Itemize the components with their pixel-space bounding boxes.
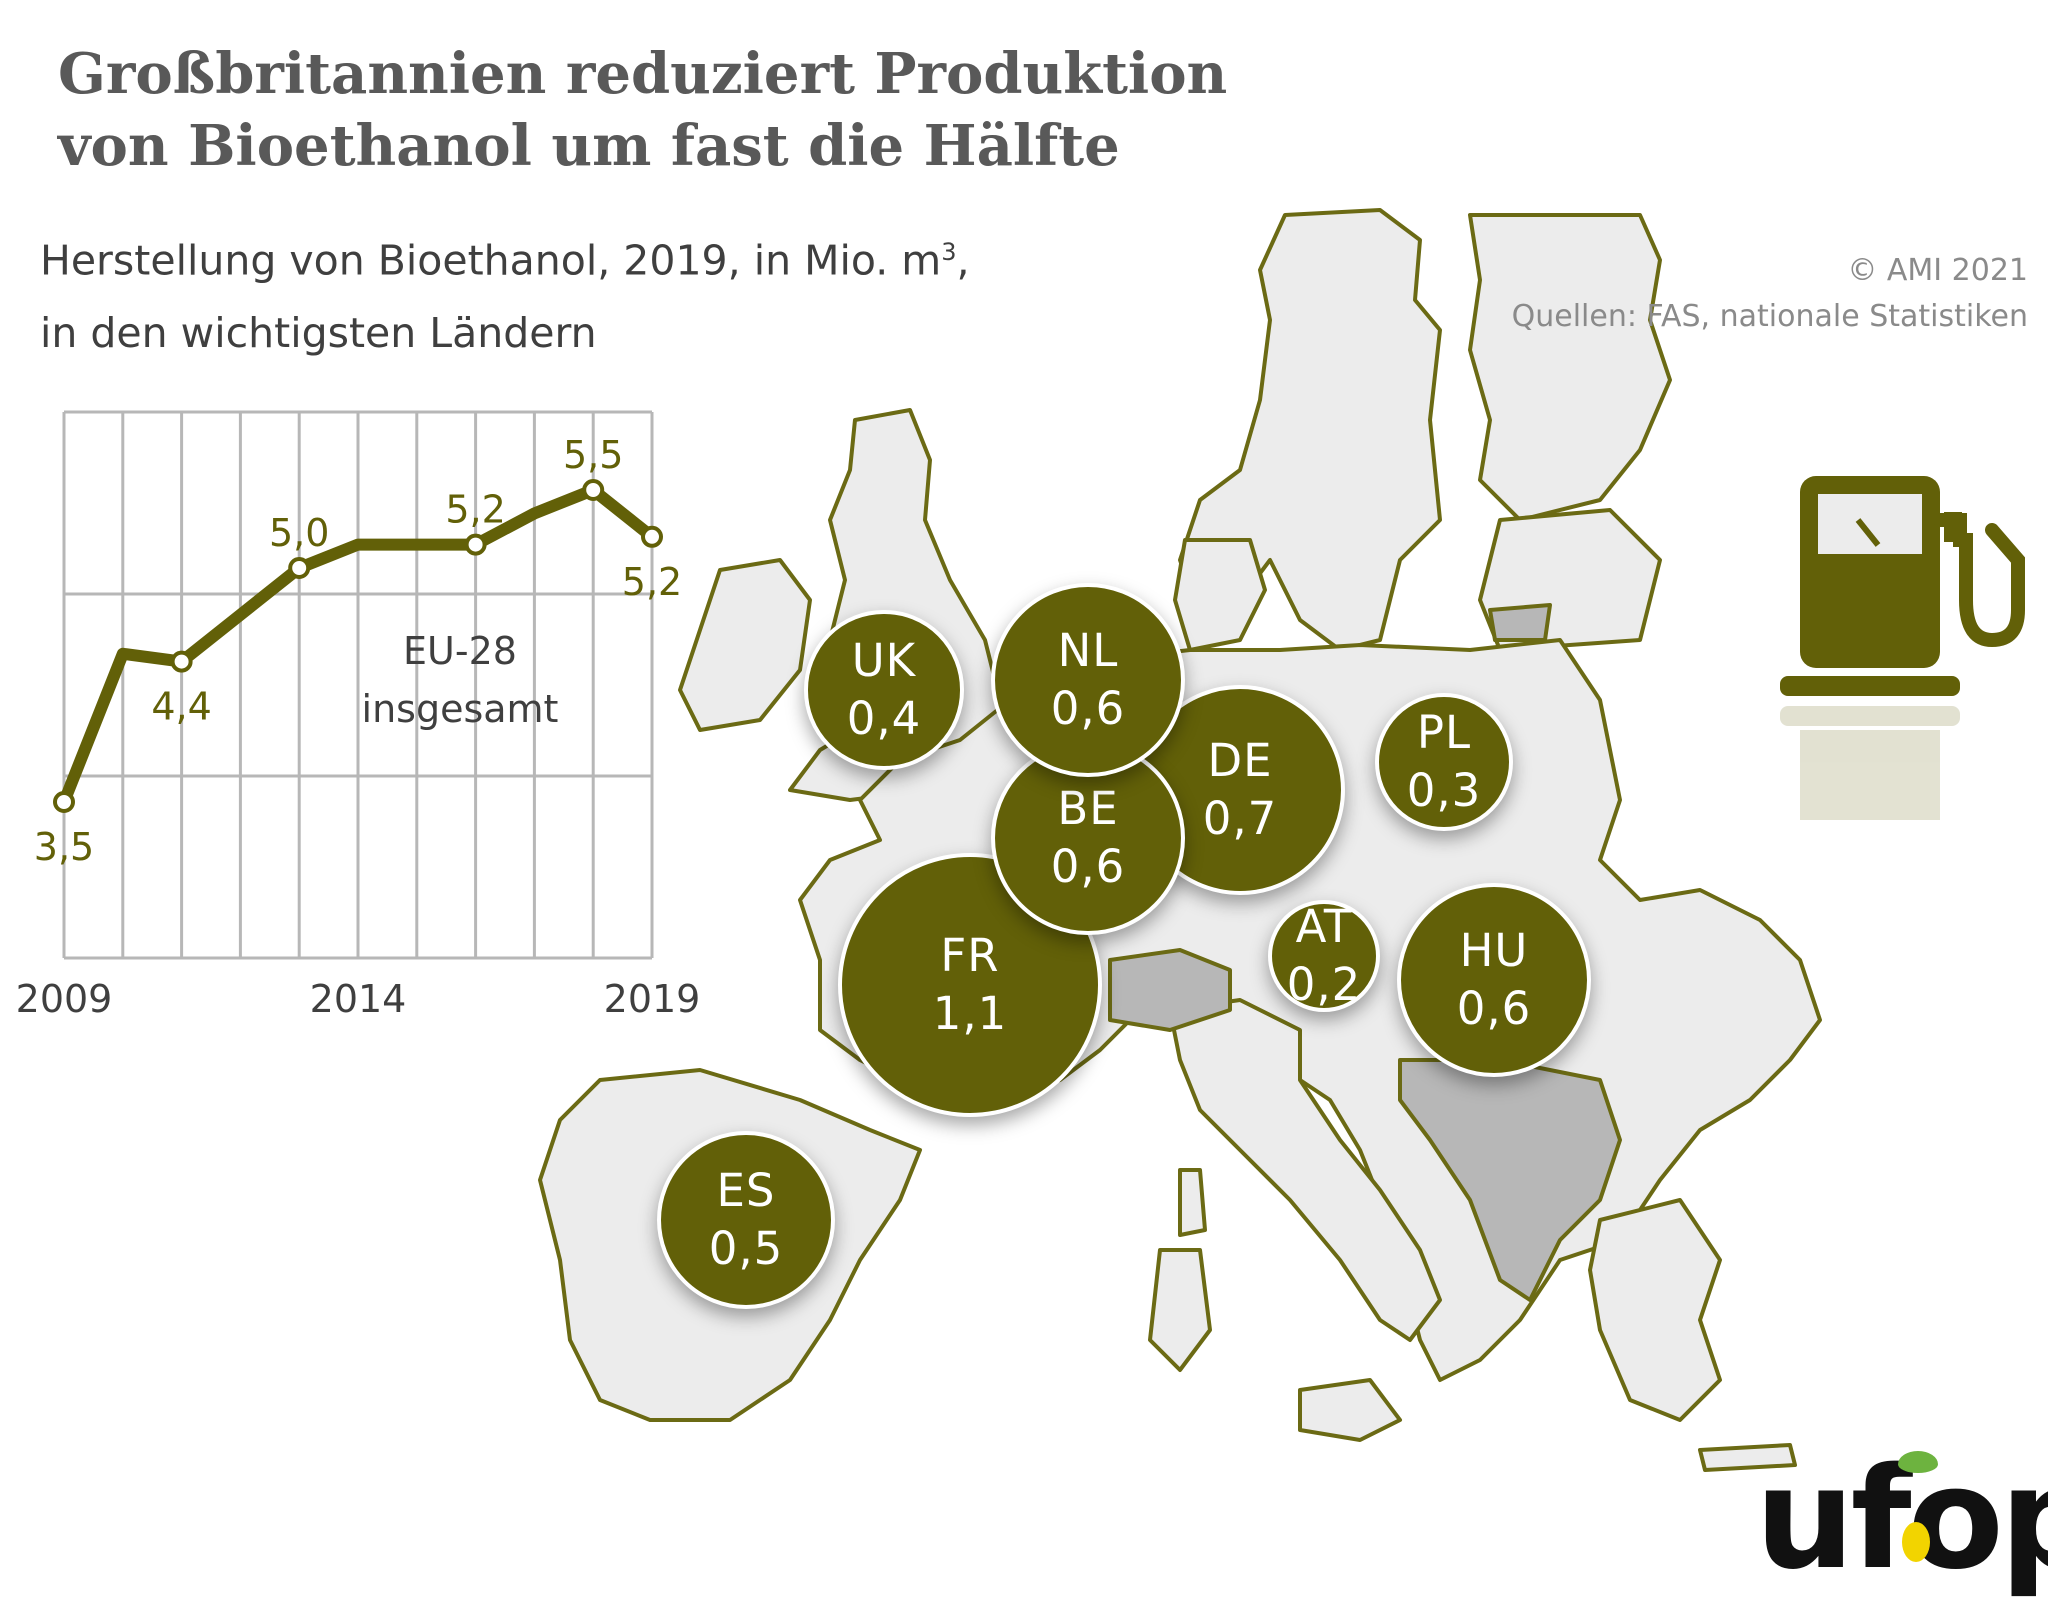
data-point <box>170 650 193 673</box>
data-point <box>464 533 487 556</box>
bubble-country-label: NL <box>1057 623 1119 677</box>
ufop-logo: ufop <box>1755 1438 2048 1601</box>
chart-annotation: EU-28 insgesamt <box>362 629 559 731</box>
chart-labels: 3,5 4,4 5,0 5,2 5,5 5,2 <box>34 433 682 869</box>
bubble-country-label: AT <box>1295 899 1353 953</box>
bubble-uk: UK 0,4 <box>804 610 964 770</box>
chart-grid <box>62 410 654 960</box>
title-line-1: Großbritannien reduziert Produktion <box>58 41 1228 107</box>
series-line-eu28 <box>58 484 658 808</box>
fuel-pump-icon <box>1780 476 2025 696</box>
map-ireland <box>678 558 812 732</box>
bubble-country-label: PL <box>1416 705 1472 759</box>
logo-drop-icon <box>1902 1522 1930 1562</box>
map-italy <box>1168 998 1442 1342</box>
bubble-at: AT 0,2 <box>1267 899 1381 1013</box>
bubble-value-label: 0,5 <box>708 1221 784 1275</box>
bubble-country-label: UK <box>851 633 917 687</box>
bubble-value-label: 0,4 <box>846 691 922 745</box>
data-point <box>641 525 663 548</box>
bubble-country-label: ES <box>716 1163 776 1217</box>
chart-subtitle: Herstellung von Bioethanol, 2019, in Mio… <box>40 216 970 369</box>
subtitle-line-1: Herstellung von Bioethanol, 2019, in Mio… <box>40 216 970 297</box>
bubble-value-label: 0,3 <box>1406 763 1482 817</box>
map-finland <box>1468 213 1672 522</box>
chart-series-line <box>58 484 658 808</box>
subtitle-tail: , <box>956 236 970 285</box>
point-label: 5,2 <box>622 560 682 604</box>
x-tick-label: 2014 <box>310 977 407 1021</box>
map-balkans-nonEU <box>1398 1058 1622 1302</box>
subtitle-line-2: in den wichtigsten Ländern <box>40 308 597 357</box>
bubble-nl: NL 0,6 <box>990 582 1186 778</box>
subtitle-superscript: 3 <box>941 238 957 266</box>
x-tick-label: 2019 <box>604 977 701 1021</box>
bubble-es: ES 0,5 <box>657 1131 835 1309</box>
point-label: 3,5 <box>34 825 94 869</box>
credits: © AMI 2021 Quellen: FAS, nationale Stati… <box>1512 248 2028 340</box>
map-kaliningrad <box>1488 603 1552 642</box>
map-corsica <box>1178 1168 1207 1237</box>
map-sardinia <box>1148 1248 1212 1372</box>
chart-points <box>53 479 663 813</box>
map-switzerland <box>1108 948 1232 1032</box>
page-title: Großbritannien reduziert Produktion von … <box>58 38 1227 182</box>
fuel-pump-reflection <box>1780 706 1960 820</box>
map-crete <box>1698 1443 1797 1472</box>
point-label: 4,4 <box>151 685 211 729</box>
bubble-country-label: DE <box>1207 733 1273 787</box>
point-label: 5,2 <box>445 488 505 532</box>
bubble-hu: HU 0,6 <box>1396 882 1592 1078</box>
copyright-text: © AMI 2021 <box>1847 253 2028 288</box>
logo-leaf-icon <box>1898 1451 1938 1473</box>
bubble-value-label: 1,1 <box>932 987 1008 1040</box>
subtitle-main: Herstellung von Bioethanol, 2019, in Mio… <box>40 236 942 285</box>
bubble-value-label: 0,2 <box>1286 957 1362 1011</box>
bubble-country-label: HU <box>1459 923 1529 977</box>
data-point <box>582 479 605 501</box>
map-greece <box>1588 1198 1722 1422</box>
title-line-2: von Bioethanol um fast die Hälfte <box>58 113 1120 179</box>
source-text: Quellen: FAS, nationale Statistiken <box>1511 299 2028 334</box>
map-sicily <box>1298 1378 1402 1442</box>
bubble-value-label: 0,7 <box>1202 791 1278 845</box>
data-point <box>288 557 311 579</box>
point-label: 5,0 <box>269 511 329 555</box>
series-annotation: insgesamt <box>362 687 559 731</box>
data-point <box>53 791 75 813</box>
bubble-country-label: FR <box>940 929 1000 982</box>
point-label: 5,5 <box>563 433 623 477</box>
bubble-country-label: BE <box>1057 781 1119 835</box>
bubble-value-label: 0,6 <box>1050 839 1126 893</box>
map-denmark <box>1173 538 1267 652</box>
bubble-value-label: 0,6 <box>1456 981 1532 1035</box>
bubble-pl: PL 0,3 <box>1375 693 1513 831</box>
chart-x-ticks: 2009 2014 2019 <box>16 977 701 1021</box>
x-tick-label: 2009 <box>16 977 113 1021</box>
series-annotation: EU-28 <box>403 629 517 673</box>
bubble-value-label: 0,6 <box>1050 681 1126 735</box>
